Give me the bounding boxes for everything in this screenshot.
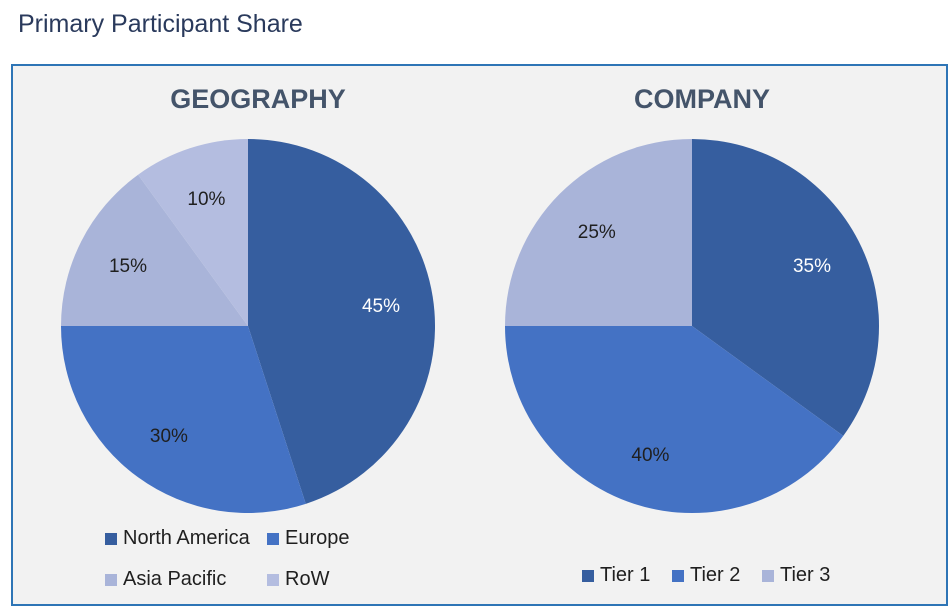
- legend-swatch: [267, 573, 279, 586]
- pie-slice-geography-row: [138, 139, 248, 326]
- pie-slice-geography-asia-pacific: [60, 174, 248, 326]
- legend-tier-1: Tier 1: [582, 564, 650, 587]
- data-label-geography-asia-pacific: 15%: [109, 256, 147, 277]
- legend-label: North America: [123, 527, 250, 549]
- legend-label: Tier 3: [780, 564, 831, 586]
- legend-label: RoW: [285, 568, 330, 590]
- data-label-company-tier-3: 25%: [578, 222, 616, 243]
- pie-slice-geography-north-america: [248, 139, 436, 504]
- legend-swatch: [267, 532, 279, 545]
- legend-europe: Europe: [267, 527, 350, 550]
- geography-chart-title: GEOGRAPHY: [170, 84, 346, 114]
- page-title: Primary Participant Share: [18, 10, 303, 38]
- legend-swatch: [582, 569, 594, 582]
- pie-slice-company-tier-3: [505, 139, 692, 326]
- pie-slice-geography-europe: [60, 326, 306, 514]
- legend-label: Asia Pacific: [123, 568, 227, 590]
- legend-label: Tier 2: [690, 564, 741, 586]
- data-label-geography-row: 10%: [187, 189, 225, 210]
- data-label-company-tier-2: 40%: [631, 445, 669, 466]
- legend-label: Europe: [285, 527, 350, 549]
- legend-swatch: [672, 569, 684, 582]
- company-chart-title: COMPANY: [633, 84, 770, 114]
- legend-row: RoW: [267, 568, 329, 591]
- pie-slice-company-tier-1: [692, 139, 880, 436]
- data-label-geography-north-america: 45%: [362, 296, 400, 317]
- legend-north-america: North America: [105, 527, 250, 550]
- legend-swatch: [762, 569, 774, 582]
- pie-slice-company-tier-2: [504, 326, 844, 514]
- legend-tier-3: Tier 3: [762, 564, 830, 587]
- legend-swatch: [105, 532, 117, 545]
- data-label-company-tier-1: 35%: [793, 256, 831, 277]
- legend-label: Tier 1: [600, 564, 651, 586]
- legend-swatch: [105, 573, 117, 586]
- legend-asia-pacific: Asia Pacific: [105, 568, 226, 591]
- legend-tier-2: Tier 2: [672, 564, 740, 587]
- data-label-geography-europe: 30%: [150, 426, 188, 447]
